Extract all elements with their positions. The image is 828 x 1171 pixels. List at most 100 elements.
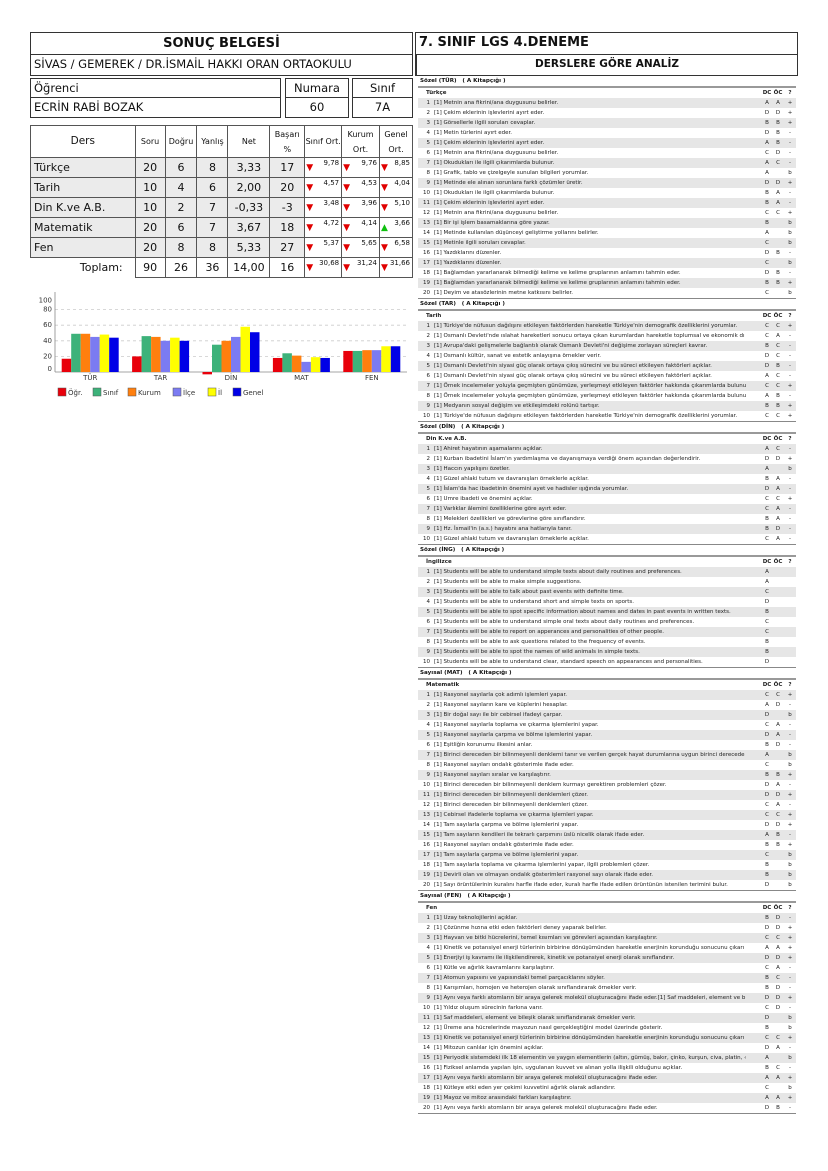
question-row: 7 [1] Örnek incelemeler yoluyla geçmişten… bbox=[418, 381, 796, 391]
student-answer: B bbox=[776, 403, 780, 409]
correct-answer: B bbox=[765, 639, 769, 645]
column-header: Doğru bbox=[164, 125, 198, 158]
column-header: Yanlış bbox=[196, 125, 229, 158]
question-row: 18 [1] Kütleye etki eden yer çekimi kuvve… bbox=[418, 1083, 796, 1093]
question-outcome: [1] Birinci dereceden bir bilinmeyenli d… bbox=[434, 752, 745, 758]
avg-value: 5,37 bbox=[323, 238, 340, 247]
question-row: 18 [1] Bağlamdan yararlanarak bilmediği k… bbox=[418, 268, 796, 278]
cell-net: 2,00 bbox=[227, 177, 271, 198]
correct-answer: B bbox=[765, 772, 769, 778]
question-number: 17 bbox=[423, 1075, 430, 1081]
correct-answer: D bbox=[764, 732, 770, 738]
question-table: Türkçe DC ÖC? 1 [1] Metnin ana fikrini/ana d… bbox=[418, 86, 796, 299]
question-number: 11 bbox=[423, 792, 430, 798]
correct-answer: B bbox=[765, 985, 769, 991]
question-row: 17 [1] Aynı veya farklı atomların bir ara… bbox=[418, 1073, 796, 1083]
column-header: Başarı % bbox=[269, 125, 306, 158]
correct-answer: B bbox=[765, 200, 769, 206]
triangle-down-icon: ▼ bbox=[381, 242, 388, 253]
question-outcome: [1] Rasyonel sayıları sıralar ve karşıla… bbox=[434, 772, 551, 778]
student-answer: C bbox=[776, 812, 780, 818]
bar-FEN-Öğr. bbox=[343, 350, 353, 372]
question-row: 9 [1] Aynı veya farklı atomların bir aray… bbox=[418, 993, 796, 1003]
bar-TÜR-Öğr. bbox=[61, 358, 72, 372]
question-outcome: [1] Çekim eklerinin işlevlerini ayırt ed… bbox=[434, 200, 545, 206]
question-number: 15 bbox=[423, 832, 430, 838]
result-mark: + bbox=[787, 456, 793, 462]
result-mark: - bbox=[789, 516, 791, 522]
result-mark: b bbox=[788, 466, 792, 472]
question-outcome: [1] Yazdıklarını düzenler. bbox=[434, 250, 502, 256]
question-outcome: [1] Kinetik ve potansiyel enerji türleri… bbox=[434, 945, 745, 951]
question-row: 4 [1] Rasyonel sayılarla toplama ve çıkar… bbox=[418, 720, 796, 730]
result-mark: - bbox=[789, 333, 791, 339]
question-outcome: [1] Tam sayılarla çarpma ve bölme işleml… bbox=[434, 852, 579, 858]
question-outcome: [1] Kütle ve ağırlık kavramlarını karşıl… bbox=[434, 965, 555, 971]
subject-name: Din K.ve A.B. bbox=[426, 436, 467, 442]
question-outcome: [1] Ahiret hayatının aşamalarını açıklar… bbox=[434, 446, 543, 452]
bar-MAT-Kurum bbox=[291, 355, 302, 372]
question-number: 11 bbox=[423, 1015, 430, 1021]
y-tick-label: 20 bbox=[43, 352, 52, 360]
result-mark: b bbox=[788, 1025, 792, 1031]
column-header: Soru bbox=[134, 125, 166, 158]
question-row: 5 [1] Osmanlı Devleti'nin siyasi güç olar… bbox=[418, 361, 796, 371]
correct-answer: C bbox=[765, 965, 769, 971]
question-number: 12 bbox=[423, 1025, 430, 1031]
question-number: 8 bbox=[426, 762, 431, 768]
bar-DİN-Sınıf bbox=[212, 344, 222, 372]
question-row: 1 [1] Ahiret hayatının aşamalarını açıkla… bbox=[418, 444, 796, 454]
correct-answer: B bbox=[765, 742, 769, 748]
table-row: Din K.ve A.B. 10 2 7 -0,33 -3 ▼ 3,48 ▼ 3,96 ▼ 5,10 bbox=[30, 197, 413, 218]
question-row: 7 [1] Atomun yapısını ve yapısındaki teme… bbox=[418, 973, 796, 983]
question-row: 16 [1] Rasyonel sayıları ondalık gösterim… bbox=[418, 840, 796, 850]
result-mark: + bbox=[787, 955, 793, 961]
correct-answer: C bbox=[765, 383, 769, 389]
avg-kurum: ▼ 31,24 bbox=[341, 257, 381, 278]
question-row: 5 [1] Çekim eklerinin işlevlerini ayırt e… bbox=[418, 138, 796, 148]
student-answer: D bbox=[775, 985, 781, 991]
cell-soru: 90 bbox=[134, 257, 166, 278]
cell-dogru: 8 bbox=[164, 237, 198, 258]
result-mark: + bbox=[787, 935, 793, 941]
question-outcome: [1] Atomun yapısını ve yapısındaki temel… bbox=[434, 975, 605, 981]
student-answer: A bbox=[776, 536, 780, 542]
table-row: Fen 20 8 8 5,33 27 ▼ 5,37 ▼ 5,65 ▼ 6,58 bbox=[30, 237, 413, 258]
question-number: 2 bbox=[426, 702, 431, 708]
col-result: ? bbox=[788, 90, 792, 96]
correct-answer: A bbox=[765, 702, 769, 708]
correct-answer: A bbox=[765, 466, 769, 472]
correct-answer: B bbox=[765, 872, 769, 878]
question-outcome: [1] Okudukları ile ilgili çıkarımlarda b… bbox=[434, 160, 555, 166]
question-row: 12 [1] Üreme ana hücrelerinde mayozun nas… bbox=[418, 1023, 796, 1033]
cell-net: 3,33 bbox=[227, 157, 271, 178]
result-mark: + bbox=[787, 812, 793, 818]
question-number: 17 bbox=[423, 260, 430, 266]
col-result: ? bbox=[788, 436, 792, 442]
question-number: 13 bbox=[423, 220, 430, 226]
correct-answer: B bbox=[765, 343, 769, 349]
avg-genel: ▲ 3,66 bbox=[379, 217, 413, 238]
triangle-down-icon: ▼ bbox=[343, 162, 351, 173]
analysis-title: DERSLERE GÖRE ANALİZ bbox=[415, 55, 798, 76]
question-row: 4 [1] Osmanlı kültür, sanat ve estetik an… bbox=[418, 351, 796, 361]
question-outcome: [1] Students will be able to spot specif… bbox=[434, 609, 731, 615]
result-mark: - bbox=[789, 732, 791, 738]
bar-TÜR-Genel bbox=[109, 337, 119, 372]
question-table: Tarih DC ÖC? 1 [1] Türkiye'de nüfusun dağılı… bbox=[418, 309, 796, 422]
col-student-answer: ÖC bbox=[773, 313, 783, 319]
student-answer: A bbox=[776, 486, 780, 492]
bar-DİN-Kurum bbox=[221, 340, 231, 372]
question-outcome: [1] Tam sayıların kendileri ile tekrarlı… bbox=[434, 832, 645, 838]
correct-answer: D bbox=[764, 995, 770, 1001]
correct-answer: D bbox=[764, 659, 770, 665]
question-row: 11 [1] Saf maddeleri, element ve bileşik … bbox=[418, 1013, 796, 1023]
result-mark: + bbox=[787, 120, 793, 126]
question-row: 12 [1] Metnin ana fikrini/ana duygusunu b… bbox=[418, 208, 796, 218]
question-number: 9 bbox=[426, 526, 431, 532]
result-mark: - bbox=[789, 1105, 791, 1111]
question-number: 9 bbox=[426, 180, 431, 186]
question-outcome: [1] Varlıklar âlemini özelliklerine göre… bbox=[434, 506, 567, 512]
question-number: 16 bbox=[423, 250, 430, 256]
student-answer: C bbox=[776, 383, 780, 389]
